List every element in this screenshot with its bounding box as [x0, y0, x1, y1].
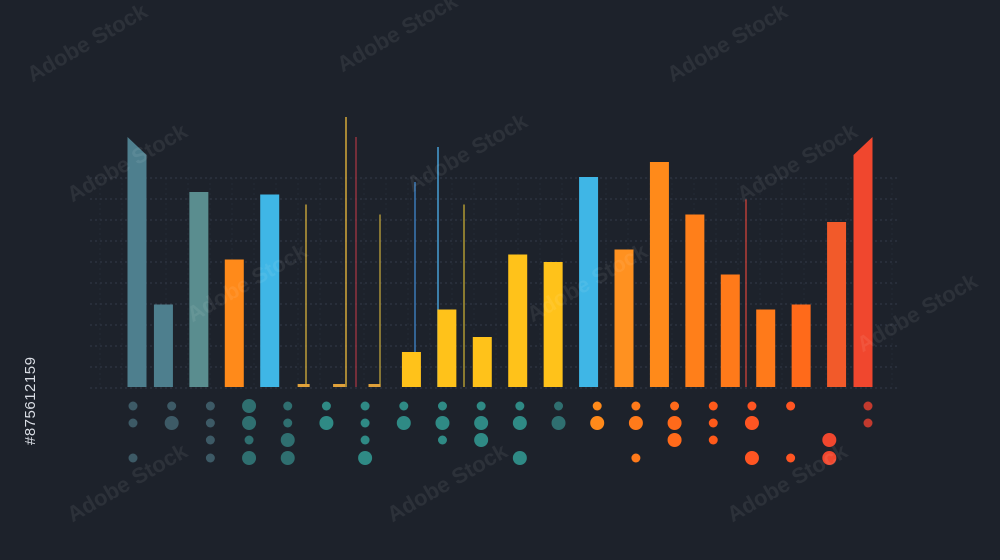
dot-marker — [358, 451, 373, 465]
dot-marker — [708, 401, 718, 411]
dot-marker — [128, 401, 138, 411]
bar — [153, 304, 173, 387]
bar — [579, 177, 599, 387]
dot-marker — [786, 401, 796, 411]
bar — [827, 222, 847, 387]
dot-marker — [822, 451, 837, 465]
bar — [720, 274, 740, 387]
bar — [614, 249, 634, 387]
dot-marker — [128, 453, 138, 463]
dot-marker — [128, 418, 138, 428]
dot-marker — [474, 433, 489, 447]
bar — [189, 192, 209, 387]
dot-marker — [321, 401, 331, 411]
dot-marker — [515, 401, 525, 411]
bar — [260, 194, 280, 387]
dot-marker — [670, 401, 680, 411]
dot-marker — [628, 416, 643, 430]
dot-marker — [708, 435, 718, 445]
dot-marker — [167, 401, 177, 411]
dot-marker — [319, 416, 334, 430]
dot-marker — [476, 401, 486, 411]
dot-marker — [474, 416, 489, 430]
dot-marker — [283, 401, 293, 411]
dot-marker — [244, 435, 254, 445]
dot-marker — [554, 401, 564, 411]
chart-grid — [90, 177, 900, 389]
dot-marker — [205, 401, 215, 411]
bar — [224, 259, 244, 387]
dot-marker — [863, 418, 873, 428]
bar — [401, 352, 421, 387]
stock-id-label: #875612159 — [22, 356, 39, 445]
dot-marker — [242, 451, 257, 465]
dot-marker — [744, 451, 759, 465]
bar — [127, 137, 147, 387]
bar — [791, 304, 811, 387]
dot-marker — [280, 433, 295, 447]
bar — [508, 254, 528, 387]
dot-marker — [399, 401, 409, 411]
dot-marker — [631, 453, 641, 463]
dot-marker — [360, 418, 370, 428]
dot-marker — [396, 416, 411, 430]
dot-marker — [747, 401, 757, 411]
dot-marker — [631, 401, 641, 411]
dot-marker — [360, 401, 370, 411]
dot-marker — [512, 451, 527, 465]
dot-marker — [205, 435, 215, 445]
dot-marker — [786, 453, 796, 463]
dot-marker — [205, 418, 215, 428]
dot-marker — [164, 416, 179, 430]
bar — [437, 309, 457, 387]
dot-marker — [205, 453, 215, 463]
dot-marker — [667, 433, 682, 447]
dot-marker — [437, 401, 447, 411]
dot-marker — [744, 416, 759, 430]
bar — [368, 384, 381, 387]
dot-marker — [242, 416, 257, 430]
dot-marker — [283, 418, 293, 428]
dot-marker — [822, 433, 837, 447]
bar — [649, 162, 669, 387]
bar — [685, 214, 705, 387]
bar — [543, 262, 563, 387]
dot-marker — [708, 418, 718, 428]
bar — [333, 384, 346, 387]
dot-marker — [590, 416, 605, 430]
dot-marker — [512, 416, 527, 430]
dot-marker — [667, 416, 682, 430]
bar — [297, 384, 310, 387]
bar — [853, 137, 873, 387]
dot-marker — [551, 416, 566, 430]
dot-marker — [435, 416, 450, 430]
bar — [472, 337, 492, 387]
dot-marker — [360, 435, 370, 445]
dot-marker — [437, 435, 447, 445]
dot-marker — [242, 399, 257, 413]
dot-marker — [863, 401, 873, 411]
dot-marker — [280, 451, 295, 465]
dot-marker — [592, 401, 602, 411]
bar — [756, 309, 776, 387]
